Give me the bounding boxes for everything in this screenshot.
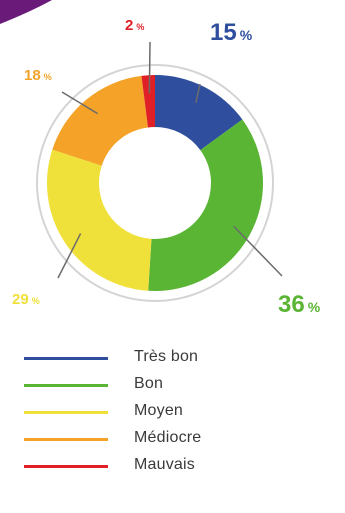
- legend-item: Bon: [0, 372, 345, 399]
- legend-swatch: [24, 438, 108, 441]
- legend-item: Moyen: [0, 399, 345, 426]
- slice-bon: [148, 119, 263, 292]
- donut-chart: 15 % 36 % 29 % 18 % 2%: [0, 0, 321, 318]
- leader-line: [233, 225, 283, 277]
- legend: Très bon Bon Moyen Médiocre Mauvais: [0, 345, 345, 480]
- leader-line: [61, 91, 99, 115]
- data-label: 36%: [278, 291, 321, 318]
- data-label: 15%: [210, 19, 253, 46]
- leader-line: [148, 41, 151, 94]
- legend-swatch: [24, 465, 108, 468]
- data-label: 18%: [24, 67, 52, 84]
- legend-swatch: [24, 411, 108, 414]
- legend-swatch: [24, 357, 108, 360]
- data-label: 2%: [125, 17, 144, 34]
- data-label: 29%: [12, 291, 40, 308]
- corner-accent: [0, 0, 52, 24]
- slice-mauvais: [141, 75, 155, 128]
- legend-label: Moyen: [134, 402, 184, 419]
- legend-label: Mauvais: [134, 456, 195, 473]
- legend-item: Très bon: [0, 345, 345, 372]
- slice-médiocre: [52, 75, 148, 166]
- legend-item: Mauvais: [0, 453, 345, 480]
- legend-item: Médiocre: [0, 426, 345, 453]
- leader-line: [57, 233, 82, 279]
- legend-label: Très bon: [134, 348, 199, 365]
- outer-ring: [36, 64, 274, 302]
- slice-très-bon: [155, 75, 243, 151]
- legend-swatch: [24, 384, 108, 387]
- leader-line: [195, 83, 201, 103]
- slice-moyen: [47, 149, 152, 291]
- legend-label: Bon: [134, 375, 164, 392]
- legend-label: Médiocre: [134, 429, 202, 446]
